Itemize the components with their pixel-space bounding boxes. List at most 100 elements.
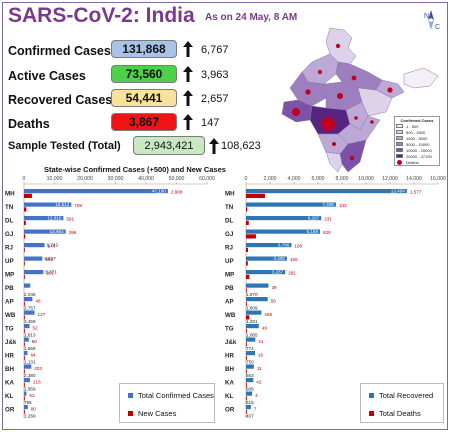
bar-total-deaths bbox=[246, 355, 247, 360]
bar-total-deaths bbox=[246, 234, 256, 239]
category-label: BH bbox=[5, 366, 14, 373]
bar-total-recovered bbox=[246, 256, 287, 261]
category-label: J&k bbox=[5, 339, 17, 346]
bar-new-cases bbox=[24, 355, 25, 360]
section-title: State-wise Confirmed Cases (+500) and Ne… bbox=[44, 165, 226, 174]
bar-total-recovered bbox=[246, 391, 253, 396]
category-label: WB bbox=[225, 312, 236, 319]
x-tick-label: 0 bbox=[245, 176, 248, 182]
map-legend-deaths: Deaths bbox=[406, 159, 419, 165]
data-label: 42 bbox=[256, 380, 262, 385]
data-label: 829 bbox=[323, 230, 331, 235]
legend-label: New Cases bbox=[138, 409, 177, 418]
data-label: 750 bbox=[246, 359, 254, 364]
data-label: 6,371 bbox=[45, 270, 57, 275]
data-label: 7 bbox=[254, 407, 257, 412]
death-marker bbox=[318, 70, 322, 74]
bar-total-recovered bbox=[246, 310, 262, 315]
bar-total-confirmed-cases bbox=[24, 189, 168, 194]
legend-swatch bbox=[369, 393, 374, 398]
bar-total-confirmed-cases bbox=[24, 405, 28, 410]
data-label: 3,267 bbox=[272, 270, 284, 275]
bar-total-recovered bbox=[246, 216, 322, 221]
data-label: 1,569 bbox=[24, 346, 36, 351]
category-label: KA bbox=[5, 380, 14, 387]
data-label: 281 bbox=[288, 270, 296, 275]
data-label: 515 bbox=[246, 400, 254, 405]
up-arrow-icon bbox=[209, 138, 219, 154]
data-label: 63 bbox=[29, 393, 35, 398]
data-label: 21 bbox=[258, 339, 264, 344]
confirmed-new: 6,767 bbox=[201, 44, 229, 56]
right-chart-legend: Total Recovered Total Deaths bbox=[360, 383, 444, 423]
bar-total-deaths bbox=[246, 396, 247, 401]
bar-total-recovered bbox=[246, 202, 336, 207]
bar-new-cases bbox=[24, 382, 25, 387]
bar-new-cases bbox=[24, 409, 25, 414]
data-label: 127 bbox=[38, 312, 46, 317]
active-label: Active Cases bbox=[8, 69, 86, 83]
data-label: 2,757 bbox=[24, 305, 36, 310]
data-label: 49 bbox=[262, 326, 268, 331]
category-label: BH bbox=[225, 366, 234, 373]
x-tick-label: 8,000 bbox=[336, 176, 349, 182]
category-label: MH bbox=[225, 191, 235, 198]
bar-total-recovered bbox=[246, 324, 259, 329]
category-label: KA bbox=[225, 380, 234, 387]
x-tick-label: 10,000 bbox=[358, 176, 374, 182]
data-label: 1,131 bbox=[24, 359, 36, 364]
up-arrow-icon bbox=[183, 66, 193, 82]
legend-swatch bbox=[128, 393, 133, 398]
map-northeast bbox=[403, 67, 439, 89]
bar-total-confirmed-cases bbox=[24, 243, 45, 248]
legend-label: Total Deaths bbox=[379, 409, 421, 418]
data-label: 13,664 bbox=[50, 229, 64, 234]
bar-new-cases bbox=[24, 274, 25, 279]
data-label: 216 bbox=[33, 380, 41, 385]
map-legend-swatch bbox=[396, 142, 403, 146]
map-legend-label: 1 - 500 bbox=[406, 123, 419, 129]
compass-letter-c: C bbox=[435, 24, 440, 31]
category-label: GJ bbox=[225, 231, 234, 238]
category-label: AP bbox=[5, 299, 14, 306]
bar-total-deaths bbox=[246, 247, 249, 252]
recovered-label: Recovered Cases bbox=[8, 93, 113, 107]
bar-total-deaths bbox=[246, 369, 247, 374]
data-label: 6,169 bbox=[307, 229, 319, 234]
category-label: GJ bbox=[5, 231, 14, 238]
data-label: 2,045 bbox=[24, 292, 36, 297]
bar-total-confirmed-cases bbox=[24, 310, 35, 315]
data-label: 4 bbox=[255, 393, 258, 398]
x-tick-label: 20,000 bbox=[77, 176, 93, 182]
category-label: KL bbox=[225, 393, 233, 400]
death-marker bbox=[351, 75, 357, 81]
category-label: OR bbox=[225, 407, 235, 414]
data-label: 396 bbox=[69, 230, 77, 235]
bar-total-confirmed-cases bbox=[24, 337, 29, 342]
bar-new-cases bbox=[24, 396, 25, 401]
data-label: 407 bbox=[246, 413, 254, 418]
category-label: DL bbox=[5, 218, 13, 225]
category-label: MH bbox=[5, 191, 15, 198]
data-label: 6,267 bbox=[308, 216, 320, 221]
data-label: 6,742 bbox=[47, 243, 59, 248]
x-tick-label: 12,000 bbox=[382, 176, 398, 182]
map-legend-title: Confirmed Cases bbox=[400, 118, 434, 123]
data-label: 231 bbox=[324, 216, 332, 221]
sample-value: 2,943,421 bbox=[133, 136, 205, 155]
bar-total-confirmed-cases bbox=[24, 229, 66, 234]
data-label: 48 bbox=[35, 299, 41, 304]
bar-total-recovered bbox=[246, 243, 292, 248]
up-arrow-icon bbox=[183, 90, 193, 106]
bar-new-cases bbox=[24, 261, 25, 266]
bar-new-cases bbox=[24, 247, 25, 252]
data-label: 1,959 bbox=[24, 386, 36, 391]
map-north bbox=[325, 27, 357, 65]
legend-label: Total Confirmed Cases bbox=[138, 391, 214, 400]
bar-total-deaths bbox=[246, 193, 265, 198]
x-tick-label: 6,000 bbox=[312, 176, 325, 182]
deaths-label: Deaths bbox=[8, 117, 50, 131]
india-map bbox=[281, 27, 439, 173]
death-marker bbox=[337, 93, 343, 99]
data-label: 795 bbox=[24, 400, 32, 405]
